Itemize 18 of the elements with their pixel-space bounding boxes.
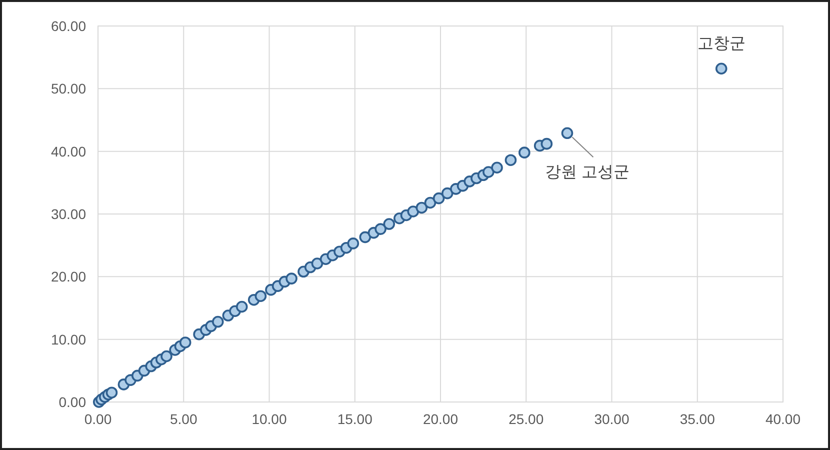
y-tick-label: 10.00: [50, 331, 86, 348]
x-tick-label: 35.00: [680, 411, 716, 427]
x-tick-label: 25.00: [508, 411, 544, 427]
y-tick-label: 30.00: [50, 206, 86, 222]
y-tick-label: 50.00: [50, 80, 86, 97]
annotation: 고창군: [697, 36, 746, 53]
y-tick-label: 60.00: [50, 18, 86, 34]
y-tick-label: 0.00: [58, 394, 86, 410]
x-tick-label: 15.00: [337, 411, 373, 427]
x-tick-label: 40.00: [765, 411, 801, 427]
x-tick-label: 20.00: [422, 411, 458, 427]
annotation: 강원 고성군: [545, 164, 630, 182]
x-tick-label: 5.00: [170, 411, 198, 427]
x-tick-label: 10.00: [252, 411, 287, 427]
y-tick-label: 40.00: [50, 143, 86, 160]
x-tick-label: 30.00: [594, 411, 630, 427]
x-tick-label: 0.00: [84, 411, 112, 427]
y-tick-label: 20.00: [50, 268, 86, 285]
